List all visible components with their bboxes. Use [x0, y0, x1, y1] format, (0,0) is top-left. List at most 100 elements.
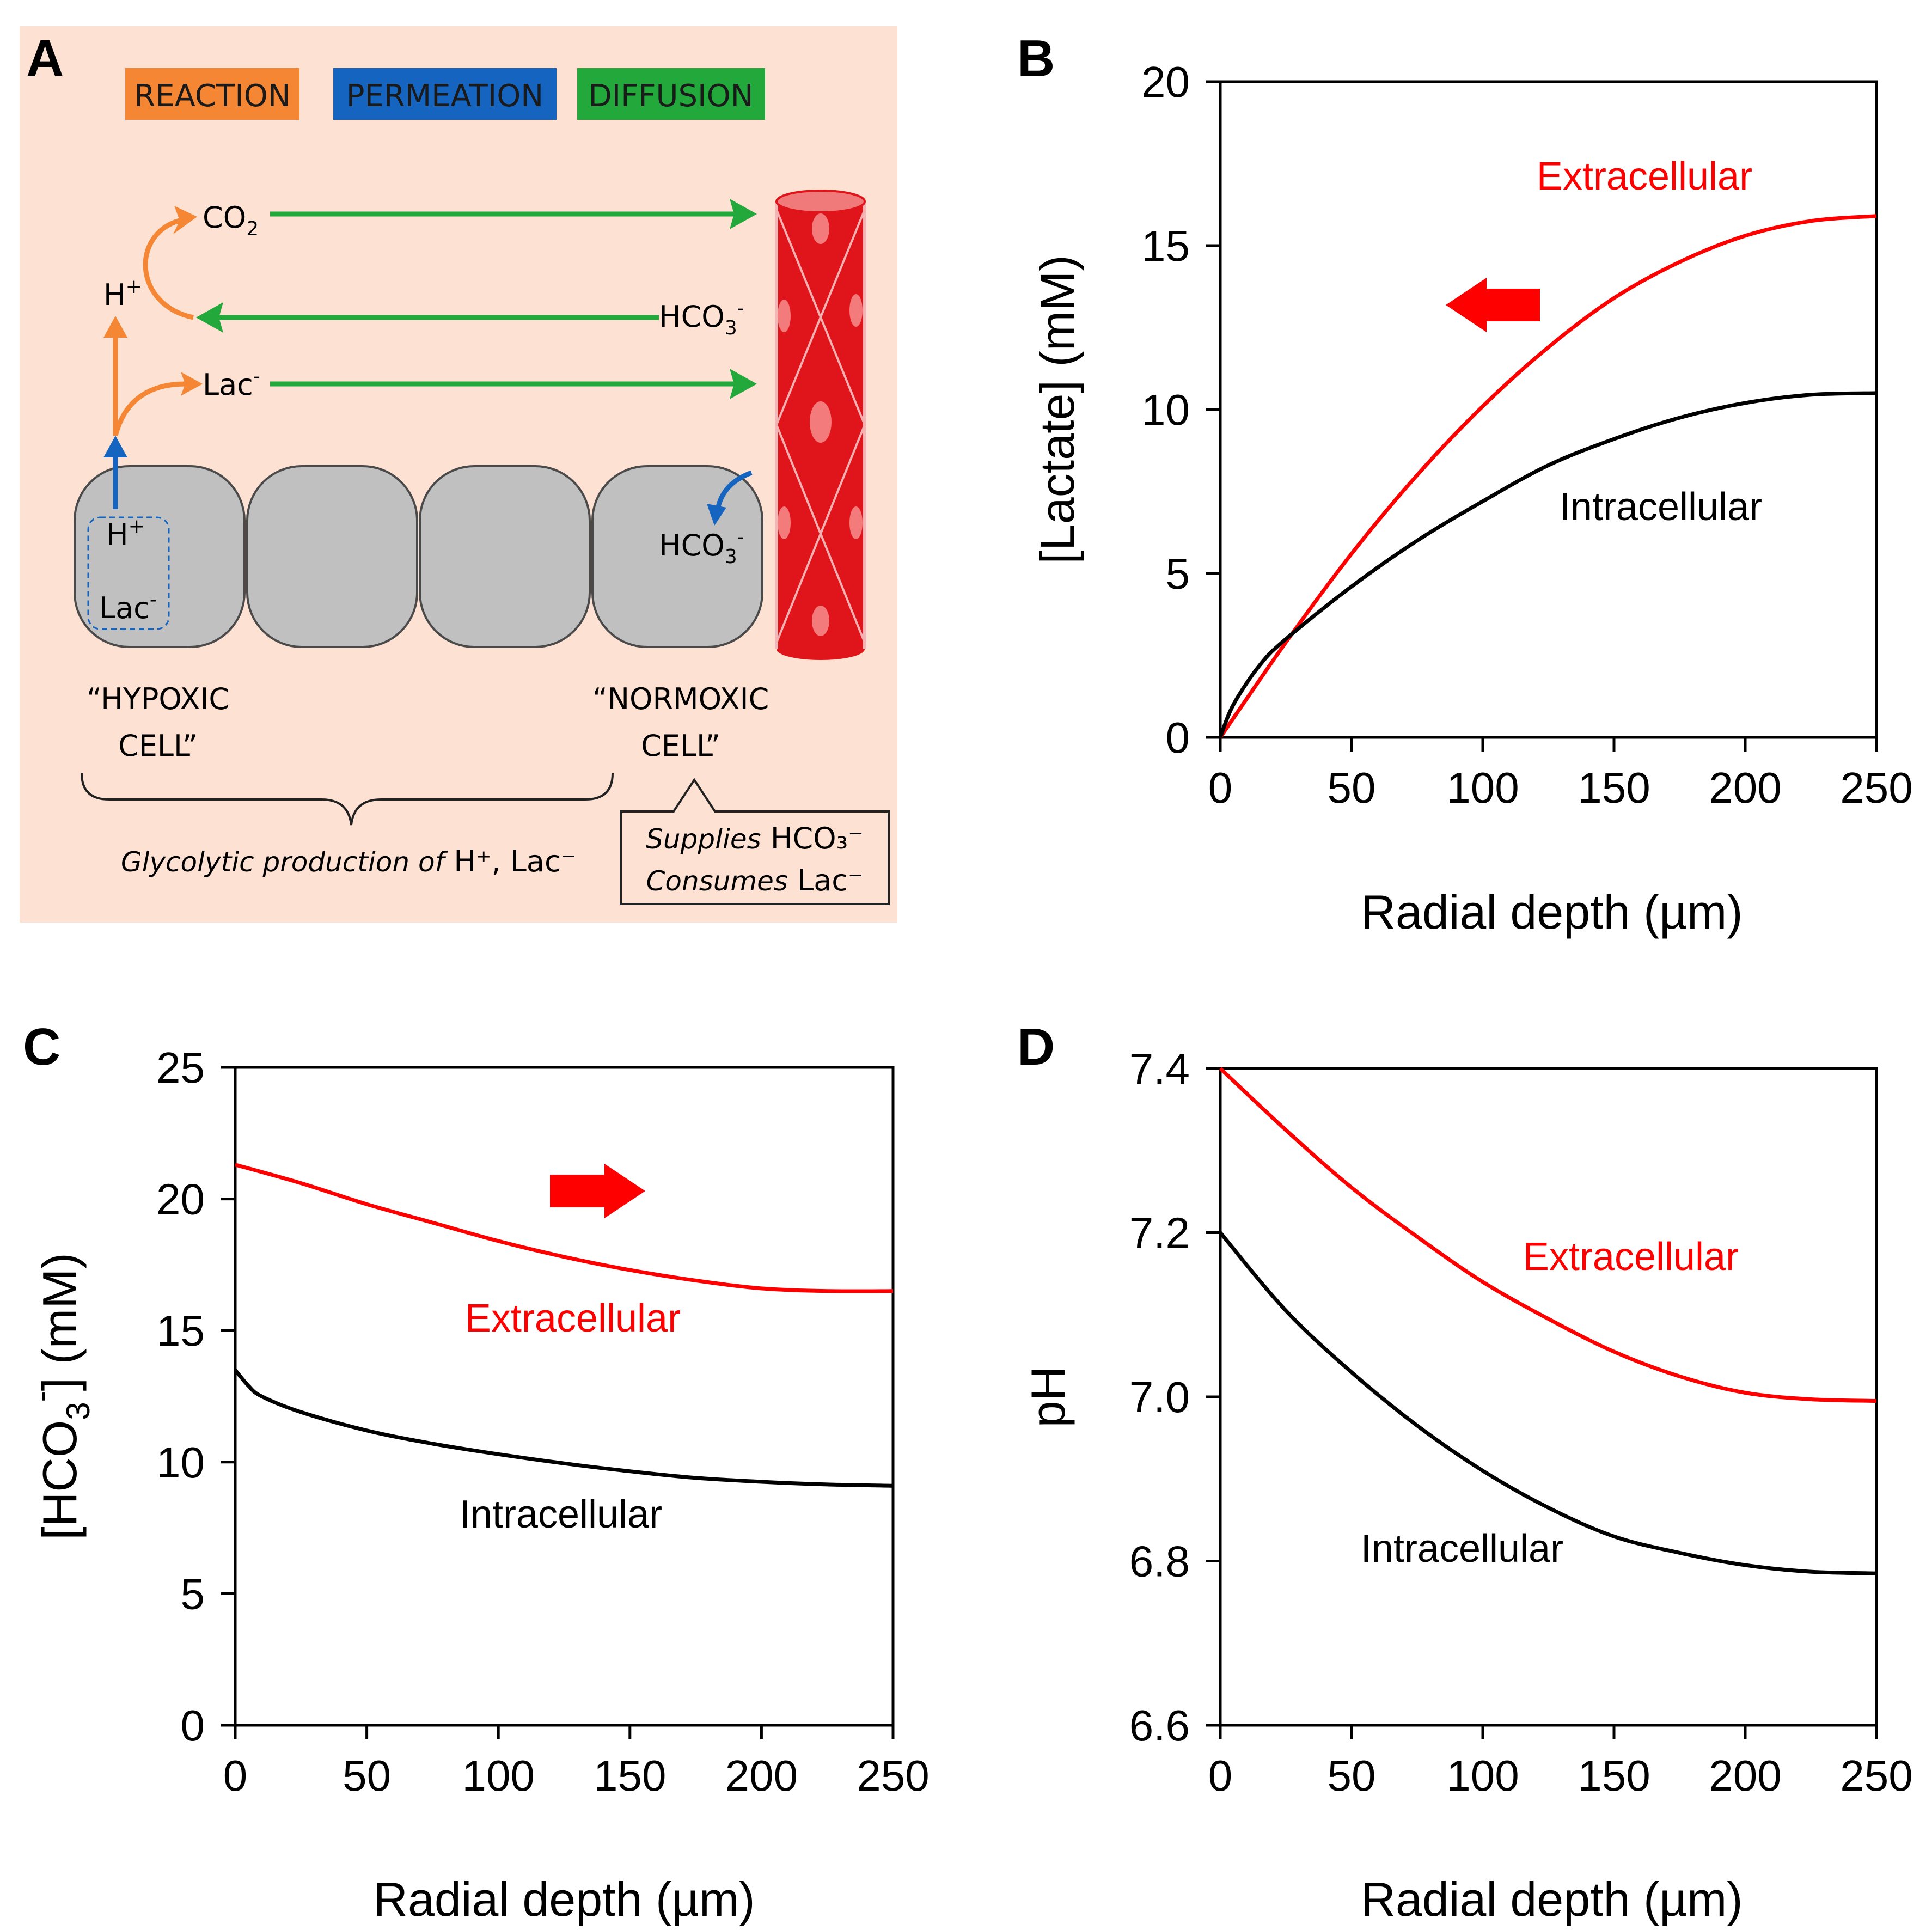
- legend-reaction-label: REACTION: [134, 78, 290, 114]
- x-tick-label: 0: [1208, 764, 1233, 812]
- legend-reaction-box: [125, 68, 299, 120]
- y-tick-label: 15: [1141, 222, 1190, 270]
- x-tick-label: 50: [343, 1751, 391, 1800]
- permeation-arrowhead-hypoxic: [103, 436, 127, 457]
- x-tick-label: 150: [1578, 1751, 1650, 1800]
- supplies-caption: Supplies HCO₃⁻: [646, 821, 864, 856]
- diffusion-arrows: [218, 211, 741, 387]
- y-tick-label: 6.8: [1129, 1537, 1190, 1586]
- x-axis-label: Radial depth (µm): [373, 1872, 755, 1926]
- x-tick-label: 100: [1446, 764, 1519, 812]
- y-tick-label: 5: [181, 1569, 205, 1618]
- series-line-extracellular: [1219, 1067, 1877, 1403]
- series-lines: [234, 1163, 894, 1488]
- x-tick-label: 0: [1208, 1751, 1233, 1800]
- chart-b-lactate: 0 50 100 150 200 250 0 5 10 15 20 Extracellular In…: [1030, 58, 1913, 939]
- axis-ticks: 0 50 100 150 200 250 0 5 10 15 20 25: [156, 1043, 930, 1800]
- glycolytic-caption: Glycolytic production of H⁺, Lac⁻: [121, 844, 576, 878]
- y-tick-label: 5: [1166, 549, 1190, 598]
- reaction-arrow-lac: [113, 381, 186, 437]
- x-tick-label: 50: [1328, 764, 1376, 812]
- flux-arrow-left: [1446, 278, 1540, 332]
- arrowhead-co2: [730, 199, 757, 229]
- chart-d-ph: 0 50 100 150 200 250 6.6 6.8 7.0 7.2 7.4 Extracell…: [1021, 1045, 1913, 1926]
- curve-label-extracellular: Extracellular: [1523, 1235, 1739, 1279]
- series-lines: [1219, 1067, 1877, 1575]
- y-tick-label: 15: [156, 1306, 205, 1355]
- x-tick-label: 50: [1328, 1751, 1376, 1800]
- label-h-plus-top: H+: [103, 276, 142, 312]
- y-tick-label: 20: [1141, 58, 1190, 106]
- hypoxic-brace: [81, 773, 614, 826]
- x-tick-label: 200: [1709, 1751, 1781, 1800]
- panel-letter-c: C: [23, 1018, 60, 1076]
- x-axis-label: Radial depth (µm): [1361, 885, 1743, 939]
- x-tick-label: 200: [1709, 764, 1781, 812]
- curve-label-intracellular: Intracellular: [1560, 485, 1762, 529]
- label-h-plus-cell: H+: [106, 515, 145, 552]
- cell-2: [246, 465, 418, 648]
- arrowhead-lac: [730, 369, 757, 399]
- x-axis-label: Radial depth (µm): [1361, 1872, 1743, 1926]
- hypoxic-cell-label-line2: CELL”: [118, 729, 198, 763]
- y-tick-label: 7.2: [1129, 1209, 1190, 1257]
- label-lac-cell: Lac-: [99, 589, 157, 625]
- panel-letter-a: A: [26, 29, 64, 88]
- label-hco3-diffusing: HCO3-: [659, 297, 744, 339]
- panel-a-schematic: REACTION PERMEATION DIFFUSION: [20, 26, 897, 923]
- normoxic-callout: [620, 778, 890, 905]
- legend-diffusion-box: [577, 68, 765, 120]
- curve-label-intracellular: Intracellular: [1361, 1527, 1563, 1571]
- series-line-extracellular: [1219, 214, 1877, 738]
- curve-label-extracellular: Extracellular: [465, 1297, 681, 1340]
- series-line-intracellular: [234, 1369, 894, 1488]
- normoxic-cell-label-line1: “NORMOXIC: [592, 682, 769, 716]
- arrowhead-co2-reaction: [173, 206, 197, 234]
- y-axis-label: [HCO3-] (mM): [23, 1253, 96, 1540]
- flux-arrow-right: [550, 1164, 645, 1218]
- permeation-arrow-normoxic: [715, 470, 753, 510]
- x-tick-label: 250: [1840, 764, 1912, 812]
- x-tick-label: 250: [857, 1751, 929, 1800]
- legend-diffusion-label: DIFFUSION: [588, 78, 753, 114]
- x-tick-label: 100: [462, 1751, 534, 1800]
- legend-permeation-label: PERMEATION: [346, 78, 543, 114]
- label-lac-diffusing: Lac-: [203, 365, 260, 402]
- y-tick-label: 6.6: [1129, 1701, 1190, 1750]
- label-co2: CO2: [203, 200, 259, 240]
- reaction-arrow-h-to-co2: [143, 218, 194, 320]
- arrowhead-hco3: [196, 302, 223, 333]
- y-tick-label: 25: [156, 1043, 205, 1092]
- arrowhead-lac-reaction: [181, 372, 203, 396]
- label-hco3-cell: HCO3-: [659, 526, 744, 568]
- y-tick-label: 10: [156, 1438, 205, 1487]
- hypoxic-cell: [74, 465, 246, 648]
- curve-label-extracellular: Extracellular: [1537, 155, 1752, 198]
- y-tick-label: 7.0: [1129, 1373, 1190, 1421]
- curve-label-intracellular: Intracellular: [460, 1493, 662, 1536]
- y-tick-label: 0: [1166, 713, 1190, 762]
- arrowhead-h-reaction: [103, 316, 127, 338]
- cytosol-compartment: [87, 516, 170, 630]
- permeation-arrowhead-normoxic: [707, 504, 726, 526]
- hypoxic-cell-label-line1: “HYPOXIC: [87, 682, 229, 716]
- y-axis-label: [Lactate] (mM): [1030, 255, 1084, 564]
- x-tick-label: 150: [1578, 764, 1650, 812]
- legend-permeation-box: [333, 68, 557, 120]
- y-tick-label: 20: [156, 1175, 205, 1224]
- x-tick-label: 200: [725, 1751, 798, 1800]
- panel-letter-b: B: [1017, 29, 1055, 88]
- blood-vessel: [775, 190, 866, 660]
- y-tick-label: 0: [181, 1701, 205, 1750]
- series-line-extracellular: [235, 1163, 894, 1293]
- x-tick-label: 100: [1446, 1751, 1519, 1800]
- y-tick-label: 7.4: [1129, 1045, 1190, 1093]
- plot-frame: [234, 1066, 895, 1727]
- x-tick-label: 0: [223, 1751, 248, 1800]
- y-axis-label: pH: [1021, 1366, 1075, 1428]
- x-tick-label: 250: [1840, 1751, 1912, 1800]
- series-lines: [1218, 214, 1877, 738]
- axis-ticks: 0 50 100 150 200 250 6.6 6.8 7.0 7.2 7.4: [1129, 1045, 1913, 1800]
